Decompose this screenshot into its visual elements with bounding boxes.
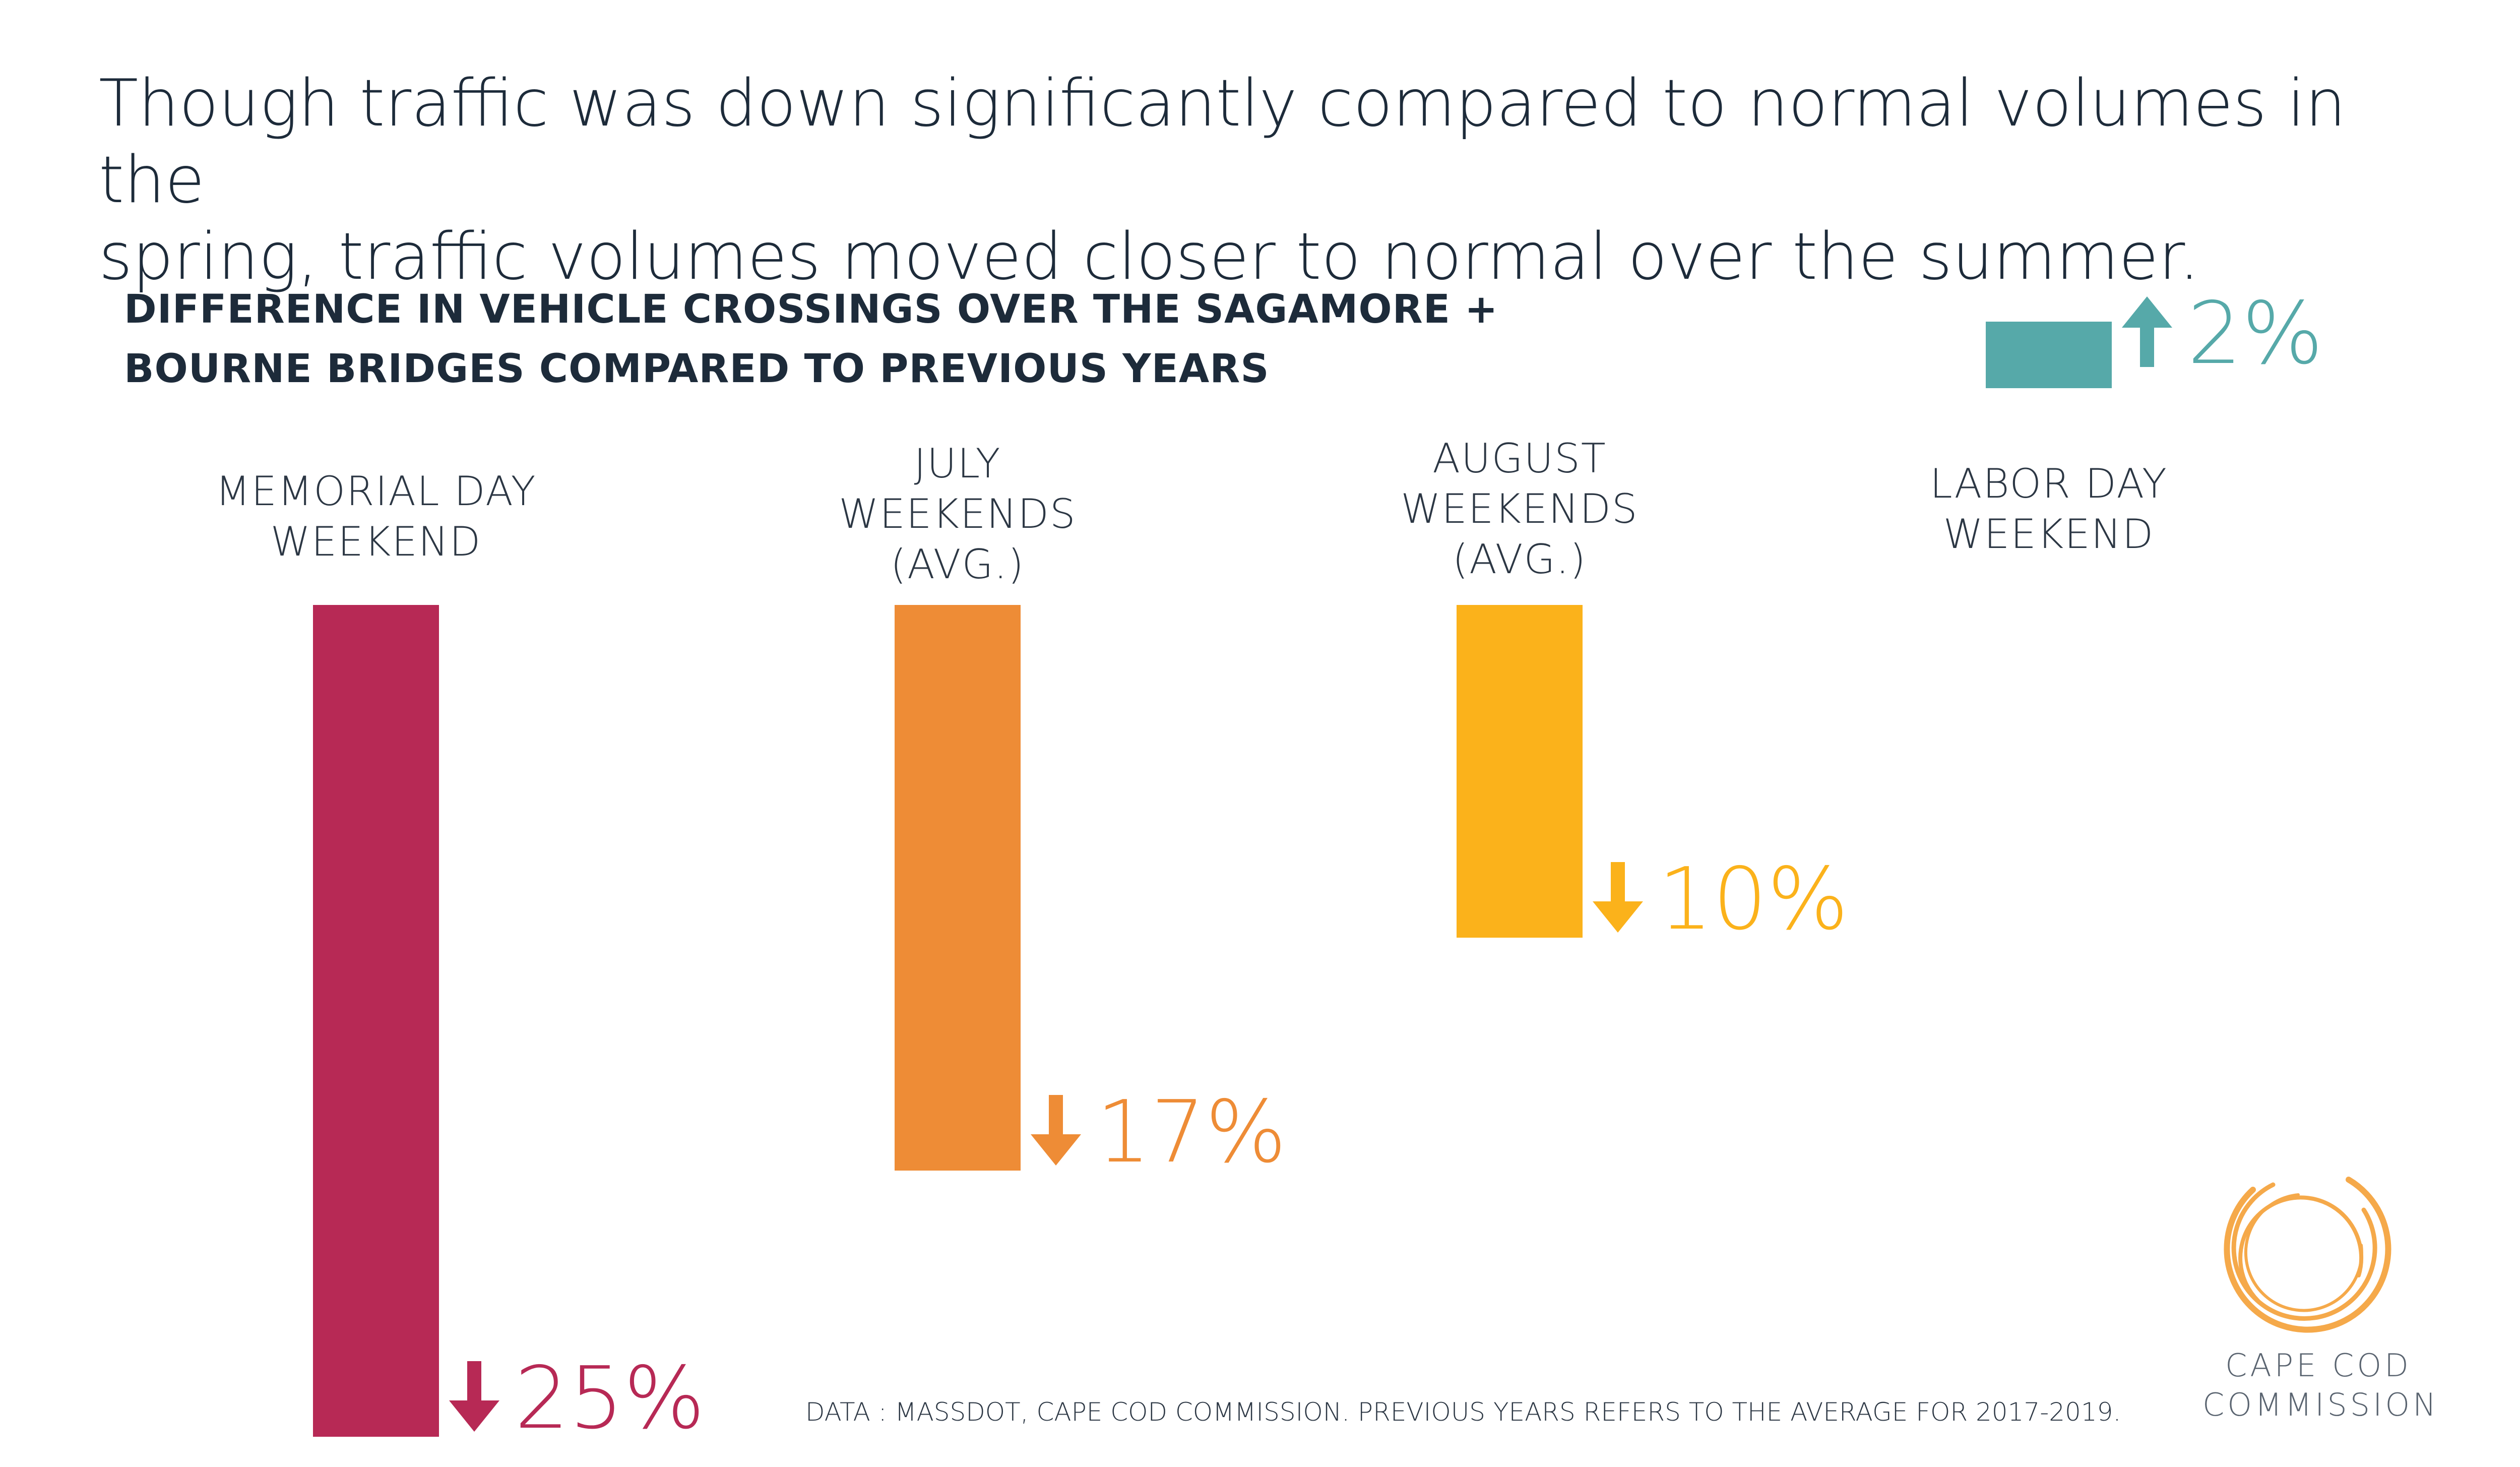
- bar-value-label-4: 2%: [2187, 284, 2323, 384]
- bar-1: [313, 605, 439, 1437]
- logo-text-line-2: COMMISSION: [2202, 1386, 2439, 1423]
- category-label-memorial-day: MEMORIAL DAY WEEKEND: [200, 466, 552, 567]
- logo-text-line-1: CAPE COD: [2225, 1347, 2412, 1384]
- category-label-labor-day: LABOR DAY WEEKEND: [1872, 459, 2225, 560]
- category-label-august: AUGUST WEEKENDS (AVG.): [1343, 434, 1696, 585]
- bar-2: [895, 605, 1021, 1171]
- headline: Though traffic was down significantly co…: [99, 66, 2468, 295]
- category-label-line: WEEKENDS: [839, 491, 1077, 537]
- category-label-line: MEMORIAL DAY: [215, 468, 537, 515]
- bar-4: [1986, 322, 2112, 388]
- bar-value-label-2: 17%: [1096, 1082, 1287, 1182]
- category-label-line: WEEKEND: [1943, 511, 2155, 558]
- category-label-line: WEEKENDS: [1401, 485, 1639, 532]
- bar-value-label-3: 10%: [1658, 849, 1849, 949]
- category-label-line: LABOR DAY: [1930, 460, 2168, 507]
- category-label-line: AUGUST: [1432, 435, 1607, 482]
- arrow-down-icon: [1031, 1095, 1081, 1166]
- logo-wordmark: CAPE COD COMMISSION: [2202, 1346, 2439, 1425]
- category-label-line: JULY: [914, 440, 1001, 487]
- data-source-footnote: DATA : MASSDOT, CAPE COD COMMISSION. PRE…: [805, 1397, 2121, 1427]
- bar-3: [1457, 605, 1583, 938]
- category-label-line: (AVG.): [890, 541, 1025, 588]
- category-label-july: JULY WEEKENDS (AVG.): [781, 439, 1134, 590]
- arrow-down-icon: [449, 1361, 499, 1432]
- headline-line-2: spring, traffic volumes moved closer to …: [99, 219, 2200, 294]
- cape-cod-commission-logo-icon: [2224, 1177, 2391, 1333]
- headline-line-1: Though traffic was down significantly co…: [99, 66, 2346, 218]
- category-label-line: WEEKEND: [270, 518, 482, 565]
- arrow-up-icon: [2122, 296, 2172, 367]
- category-label-line: (AVG.): [1452, 536, 1587, 583]
- chart-title-line-2: BOURNE BRIDGES COMPARED TO PREVIOUS YEAR…: [124, 346, 1270, 392]
- arrow-down-icon: [1593, 862, 1643, 933]
- bar-value-label-1: 25%: [515, 1349, 705, 1448]
- chart-title-line-1: DIFFERENCE IN VEHICLE CROSSINGS OVER THE…: [124, 287, 1498, 332]
- chart-title: DIFFERENCE IN VEHICLE CROSSINGS OVER THE…: [124, 280, 1586, 399]
